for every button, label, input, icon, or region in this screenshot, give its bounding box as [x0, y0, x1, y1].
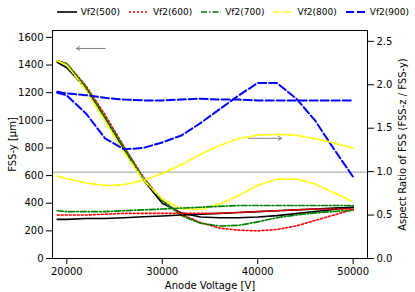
svg-text:Aspect Ratio of FSS (FSS-z / F: Aspect Ratio of FSS (FSS-z / FSS-y): [397, 58, 408, 231]
html-text:Vf2(500): Vf2(500): [80, 6, 120, 17]
svg-text:2.5: 2.5: [377, 36, 393, 47]
svg-text:1.0: 1.0: [377, 166, 393, 177]
svg-text:30000: 30000: [146, 266, 178, 277]
html-text:Vf2(600): Vf2(600): [152, 6, 193, 17]
svg-text:200: 200: [24, 225, 43, 236]
svg-text:400: 400: [24, 197, 43, 208]
svg-text:0: 0: [37, 253, 43, 264]
html-text:Vf2(900): Vf2(900): [369, 6, 409, 17]
svg-text:800: 800: [24, 142, 43, 153]
svg-text:2.0: 2.0: [377, 79, 393, 90]
svg-text:Anode Voltage [V]: Anode Voltage [V]: [165, 280, 255, 291]
svg-text:1.5: 1.5: [377, 122, 393, 133]
svg-text:0.0: 0.0: [377, 253, 393, 264]
svg-text:40000: 40000: [242, 266, 274, 277]
html-text:Vf2(800): Vf2(800): [297, 6, 337, 17]
svg-text:20000: 20000: [51, 266, 83, 277]
html-text:Vf2(700): Vf2(700): [225, 6, 265, 17]
svg-text:FSS-y [μm]: FSS-y [μm]: [7, 117, 18, 172]
svg-text:1600: 1600: [18, 32, 43, 43]
svg-text:1200: 1200: [18, 87, 43, 98]
svg-text:1000: 1000: [18, 115, 43, 126]
svg-text:50000: 50000: [337, 266, 369, 277]
svg-text:0.5: 0.5: [377, 209, 393, 220]
svg-text:600: 600: [24, 170, 43, 181]
svg-text:1400: 1400: [18, 59, 43, 70]
